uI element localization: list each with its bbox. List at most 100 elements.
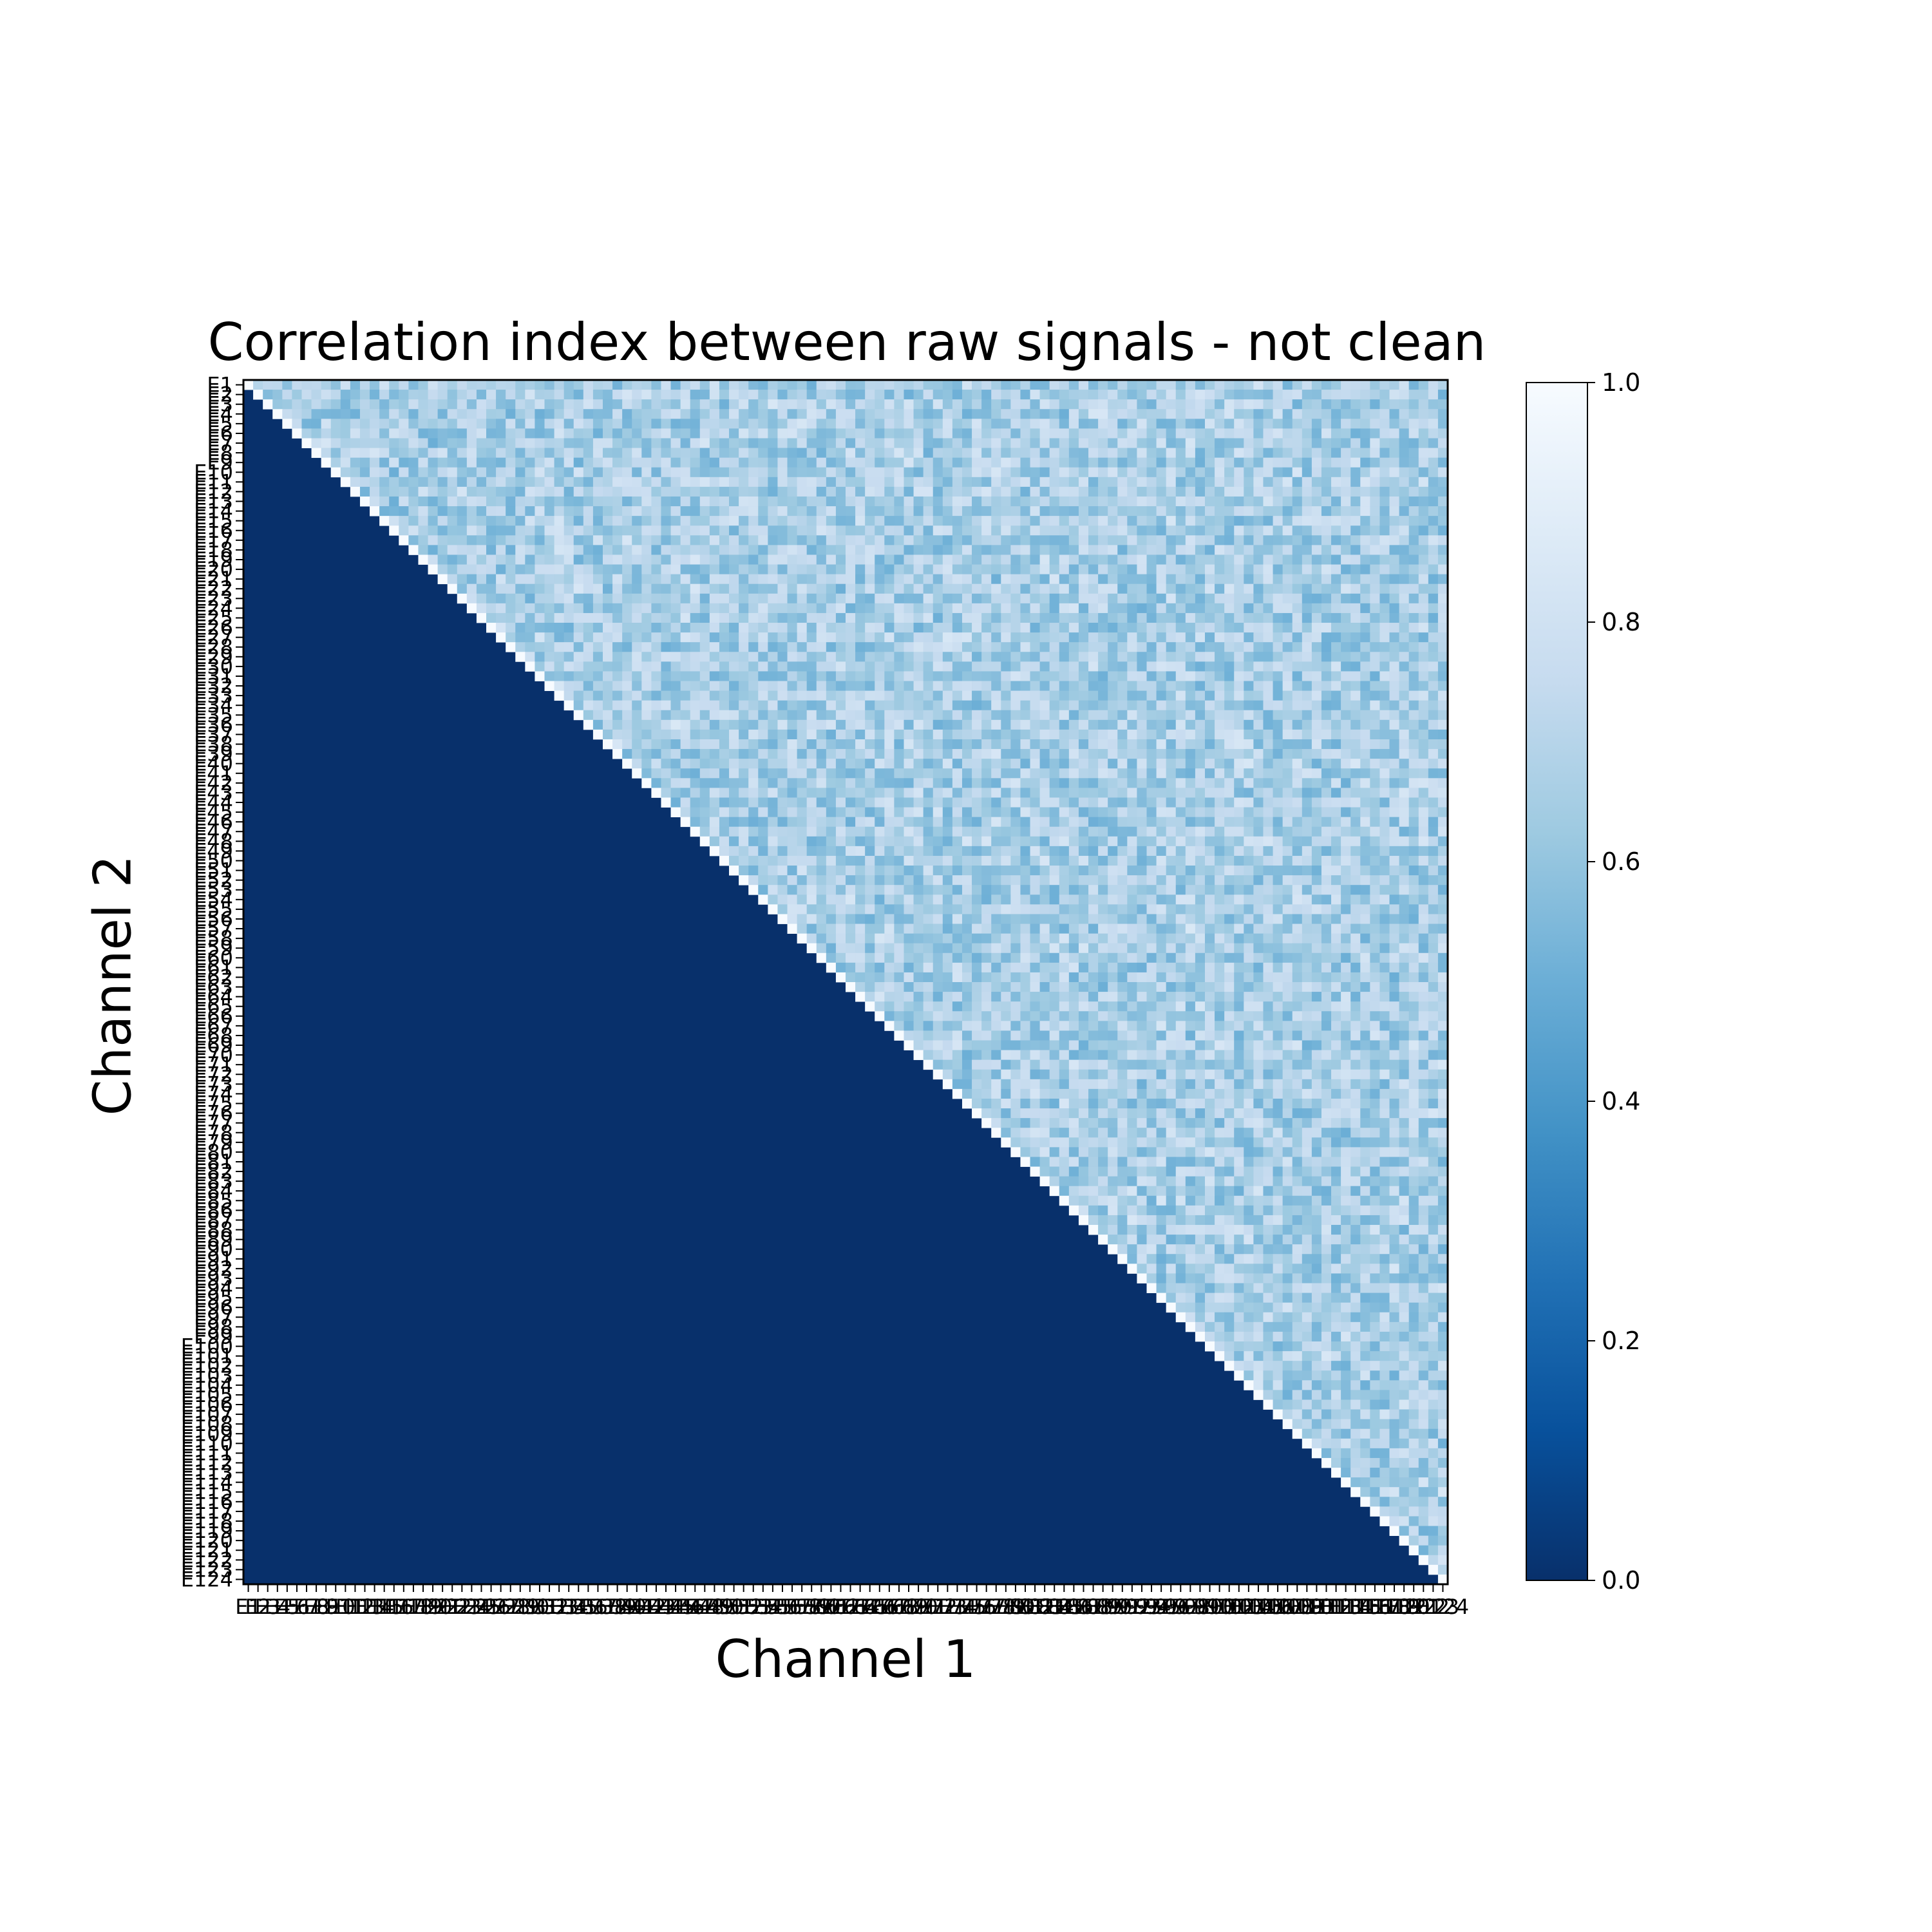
heatmap-cell: [1437, 817, 1448, 828]
heatmap-cell: [1068, 855, 1079, 866]
heatmap-cell: [612, 700, 623, 711]
heatmap-cell: [729, 671, 739, 681]
heatmap-cell: [1321, 642, 1332, 652]
heatmap-cell: [1292, 574, 1303, 585]
heatmap-cell: [1331, 583, 1341, 594]
heatmap-cell: [1437, 700, 1448, 711]
heatmap-cell: [1156, 817, 1167, 828]
heatmap-cell: [855, 399, 866, 410]
heatmap-diagonal-cell: [583, 719, 594, 730]
heatmap-cell: [1331, 380, 1341, 390]
heatmap-cell: [699, 807, 710, 818]
heatmap-cell: [1399, 603, 1410, 614]
heatmap-cell: [1204, 419, 1215, 429]
heatmap-cell: [1001, 428, 1011, 439]
heatmap-cell: [418, 438, 428, 448]
heatmap-cell: [1244, 681, 1254, 691]
heatmap-cell: [1282, 807, 1293, 818]
heatmap-cell: [758, 807, 768, 818]
heatmap-cell: [1389, 671, 1399, 681]
heatmap-cell: [1399, 817, 1410, 828]
heatmap-cell: [826, 574, 837, 585]
heatmap-cell: [1059, 623, 1070, 633]
heatmap-cell: [641, 593, 652, 604]
heatmap-cell: [583, 671, 594, 681]
heatmap-cell: [884, 467, 895, 478]
heatmap-diagonal-cell: [466, 603, 477, 614]
heatmap-cell: [602, 380, 613, 390]
heatmap-cell: [1408, 380, 1419, 390]
heatmap-cell: [1370, 826, 1380, 837]
heatmap-cell: [1360, 467, 1370, 478]
heatmap-cell: [991, 846, 1001, 857]
heatmap-cell: [661, 700, 671, 711]
heatmap-cell: [1341, 710, 1351, 721]
heatmap-cell: [1244, 545, 1254, 555]
heatmap-cell: [972, 564, 982, 575]
heatmap-cell: [641, 448, 652, 459]
heatmap-cell: [923, 409, 934, 419]
heatmap-cell: [1360, 603, 1370, 614]
heatmap-cell: [797, 506, 808, 516]
heatmap-cell: [1001, 467, 1011, 478]
heatmap-cell: [699, 448, 710, 459]
heatmap-cell: [1341, 448, 1351, 459]
heatmap-cell: [1039, 632, 1050, 643]
heatmap-cell: [1234, 739, 1244, 750]
heatmap-cell: [846, 866, 856, 876]
heatmap-cell: [972, 419, 982, 429]
heatmap-cell: [1156, 564, 1167, 575]
heatmap-cell: [1137, 807, 1147, 818]
heatmap-cell: [1321, 652, 1332, 662]
heatmap-cell: [632, 390, 642, 400]
heatmap-cell: [719, 593, 730, 604]
heatmap-cell: [1059, 593, 1070, 604]
heatmap-cell: [748, 671, 759, 681]
heatmap-cell: [1282, 380, 1293, 390]
heatmap-cell: [1263, 671, 1273, 681]
heatmap-cell: [690, 419, 701, 429]
heatmap-cell: [583, 690, 594, 701]
heatmap-cell: [632, 749, 642, 759]
heatmap-cell: [690, 623, 701, 633]
heatmap-cell: [389, 390, 399, 400]
heatmap-cell: [1108, 759, 1118, 769]
heatmap-cell: [515, 477, 526, 488]
heatmap-cell: [1156, 467, 1167, 478]
heatmap-cell: [806, 603, 817, 614]
heatmap-cell: [564, 496, 574, 507]
heatmap-cell: [952, 409, 963, 419]
heatmap-cell: [418, 535, 428, 545]
heatmap-cell: [981, 457, 992, 468]
heatmap-cell: [496, 496, 506, 507]
heatmap-cell: [1399, 390, 1410, 400]
heatmap-cell: [835, 797, 846, 808]
heatmap-cell: [1234, 545, 1244, 555]
heatmap-cell: [1379, 477, 1390, 488]
heatmap-cell: [622, 380, 632, 390]
heatmap-cell: [1195, 380, 1206, 390]
heatmap-cell: [1185, 526, 1196, 536]
heatmap-cell: [690, 642, 701, 652]
heatmap-cell: [1224, 583, 1235, 594]
heatmap-cell: [1204, 516, 1215, 526]
heatmap-cell: [719, 710, 730, 721]
heatmap-cell: [709, 759, 720, 769]
heatmap-cell: [1039, 797, 1050, 808]
heatmap-cell: [1215, 729, 1225, 740]
heatmap-cell: [680, 477, 691, 488]
heatmap-cell: [1001, 623, 1011, 633]
heatmap-cell: [437, 390, 448, 400]
heatmap-cell: [1428, 855, 1439, 866]
heatmap-diagonal-cell: [340, 477, 351, 488]
heatmap-cell: [768, 759, 778, 769]
heatmap-cell: [719, 399, 730, 410]
heatmap-cell: [816, 768, 827, 779]
heatmap-cell: [942, 574, 953, 585]
heatmap-cell: [602, 486, 613, 497]
heatmap-cell: [806, 545, 817, 555]
heatmap-cell: [806, 506, 817, 516]
heatmap-cell: [1166, 797, 1177, 808]
heatmap-cell: [961, 409, 972, 419]
heatmap-cell: [1156, 399, 1167, 410]
